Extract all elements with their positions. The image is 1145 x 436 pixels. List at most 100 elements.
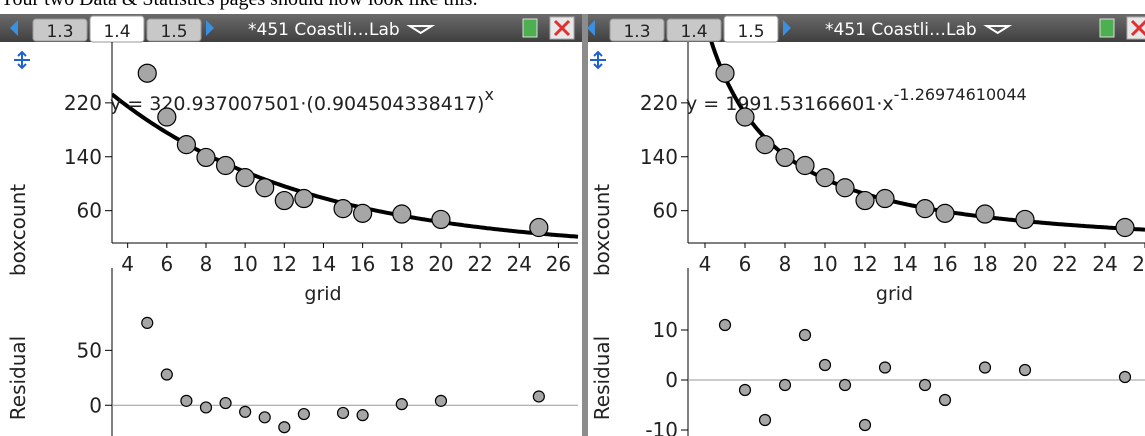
tab[interactable] <box>146 18 202 42</box>
battery-icon <box>1099 18 1115 38</box>
equation-part: ·( <box>300 93 313 115</box>
data-point <box>199 401 213 414</box>
data-point <box>915 199 935 219</box>
data-point <box>356 409 369 422</box>
data-point <box>160 368 173 381</box>
equation-part: ·x <box>876 93 893 115</box>
data-point <box>353 203 373 223</box>
data-point <box>434 394 448 407</box>
equation-part: -1.26974610044 <box>894 85 1027 104</box>
data-point <box>235 168 255 188</box>
x-axis-label: grid <box>876 283 913 305</box>
data-point <box>196 147 216 168</box>
data-point <box>297 407 310 421</box>
x-tick-label: 26 <box>1132 252 1145 276</box>
data-point <box>818 358 832 372</box>
data-point <box>935 203 955 223</box>
nav-right[interactable] <box>206 20 214 36</box>
x-tick-label: 4 <box>121 252 134 276</box>
x-tick-label: 14 <box>892 252 917 276</box>
data-point <box>718 318 732 332</box>
data-point <box>141 316 154 330</box>
x-tick-label: 8 <box>200 252 213 276</box>
y-tick-label: 60 <box>77 199 102 223</box>
tab-label[interactable]: 1.3 <box>623 22 650 42</box>
data-point <box>735 107 755 127</box>
data-point <box>239 405 252 418</box>
nav-left[interactable] <box>10 20 18 36</box>
x-tick-label: 8 <box>779 252 792 276</box>
tab-label[interactable]: 1.5 <box>737 22 764 42</box>
x-tick-label: 6 <box>739 252 752 276</box>
equation-part: ) <box>477 93 484 115</box>
close-icon[interactable] <box>1130 19 1145 37</box>
data-point <box>1118 370 1132 384</box>
data-point <box>274 190 294 211</box>
data-point <box>333 199 353 219</box>
x-tick-label: 26 <box>546 252 571 276</box>
data-point <box>219 396 232 410</box>
data-point <box>255 178 275 198</box>
close-button[interactable] <box>1126 16 1145 40</box>
tab-label[interactable]: 1.3 <box>46 22 73 42</box>
dropdown-icon[interactable] <box>406 25 436 35</box>
data-point <box>532 390 545 403</box>
document-title[interactable]: *451 Coastli…Lab <box>825 20 977 40</box>
data-point <box>278 421 291 434</box>
x-tick-label: 10 <box>232 252 257 276</box>
x-tick-label: 20 <box>1012 252 1037 276</box>
data-point <box>738 383 752 397</box>
y-axis-label: Residual <box>6 336 30 420</box>
data-point <box>395 398 408 411</box>
data-point <box>1015 209 1035 230</box>
x-tick-label: 24 <box>1092 252 1117 276</box>
x-tick-label: 4 <box>699 252 712 276</box>
tab-label[interactable]: 1.5 <box>160 22 187 42</box>
tab[interactable] <box>723 15 779 43</box>
axis-icon[interactable] <box>590 50 606 70</box>
y-axis-label: Residual <box>590 336 614 420</box>
x-axis-label: grid <box>304 283 341 305</box>
x-tick-label: 10 <box>812 252 837 276</box>
tab-label[interactable]: 1.4 <box>103 22 130 42</box>
data-point <box>755 135 775 155</box>
y-axis-label: boxcount <box>590 184 614 276</box>
document-title[interactable]: *451 Coastli…Lab <box>248 20 400 40</box>
fit-equation: y = 320.937007501·(0.904504338417)x <box>110 85 494 115</box>
y-tick-label: 220 <box>640 91 678 115</box>
y-axis-label: boxcount <box>6 184 30 276</box>
tab-label[interactable]: 1.4 <box>680 22 707 42</box>
y-tick-label: 10 <box>653 318 678 342</box>
divider <box>582 14 588 436</box>
data-point <box>529 217 549 238</box>
data-point <box>157 107 177 127</box>
data-point <box>215 155 236 176</box>
data-point <box>775 147 795 168</box>
y-tick-label: 220 <box>64 91 102 115</box>
x-tick-label: 18 <box>972 252 997 276</box>
close-icon[interactable] <box>553 19 571 37</box>
tab[interactable] <box>666 18 722 42</box>
data-point <box>176 135 197 155</box>
x-tick-label: 20 <box>428 252 453 276</box>
data-point <box>978 361 992 374</box>
dropdown-icon[interactable] <box>983 25 1013 35</box>
axis-icon[interactable] <box>14 50 30 70</box>
data-point <box>258 411 271 424</box>
data-point <box>878 361 892 374</box>
data-point <box>815 168 835 188</box>
tab[interactable] <box>32 18 88 42</box>
y-tick-label: 60 <box>653 199 678 223</box>
x-tick-label: 12 <box>272 252 297 276</box>
y-tick-label: 0 <box>89 393 102 417</box>
x-tick-label: 12 <box>852 252 877 276</box>
fit-equation: y = 1991.53166601·x-1.26974610044 <box>686 85 1027 115</box>
nav-left[interactable] <box>587 20 595 36</box>
nav-right[interactable] <box>783 20 791 36</box>
tab[interactable] <box>89 15 145 43</box>
tab[interactable] <box>609 18 665 42</box>
data-point <box>392 204 412 224</box>
x-tick-label: 22 <box>1052 252 1077 276</box>
data-point <box>294 188 314 209</box>
